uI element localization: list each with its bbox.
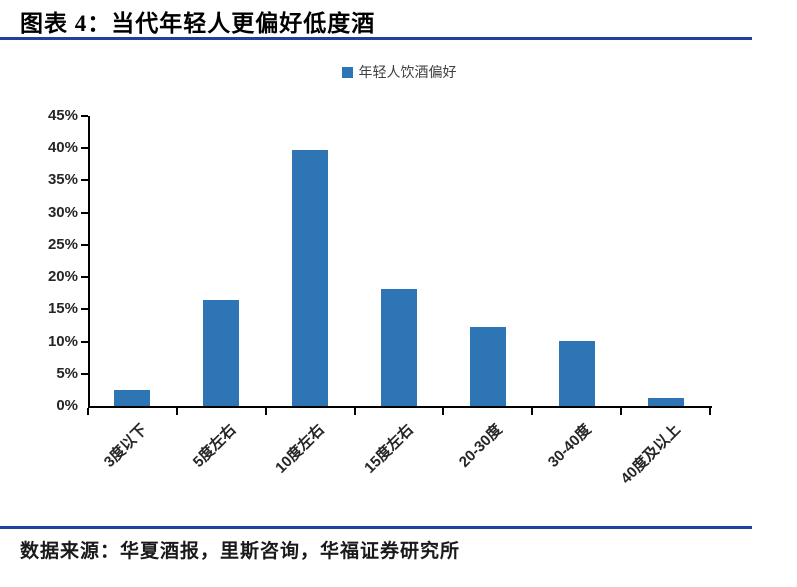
y-axis-label: 25% xyxy=(47,235,78,253)
y-axis-tick xyxy=(81,147,88,150)
y-axis-label: 35% xyxy=(47,171,78,189)
bar xyxy=(114,389,151,406)
bar xyxy=(203,300,240,406)
legend-label: 年轻人饮酒偏好 xyxy=(358,64,457,80)
x-axis-label: 40度及以上 xyxy=(617,421,684,488)
bar xyxy=(381,289,417,406)
x-axis-tick xyxy=(442,408,445,415)
x-axis-tick xyxy=(87,408,89,415)
x-axis-label: 5度左右 xyxy=(189,421,240,471)
x-axis-tick xyxy=(531,408,534,415)
chart-legend: 年轻人饮酒偏好 xyxy=(88,62,710,82)
x-axis-tick xyxy=(264,408,267,415)
y-axis-label: 40% xyxy=(47,139,78,157)
bar xyxy=(647,398,684,406)
bar xyxy=(558,340,595,406)
y-axis-label: 20% xyxy=(47,268,78,286)
x-axis-label: 30-40度 xyxy=(545,421,595,471)
x-axis-label: 3度以下 xyxy=(100,421,151,471)
bar xyxy=(292,150,329,406)
y-axis-label: 15% xyxy=(47,300,78,318)
y-axis-tick xyxy=(81,372,88,375)
y-axis-label: 5% xyxy=(56,364,78,382)
y-axis-label: 45% xyxy=(47,107,78,124)
bar xyxy=(469,326,506,406)
x-axis-label: 10度左右 xyxy=(272,421,329,477)
figure-title: 图表 4：当代年轻人更偏好低度酒 xyxy=(20,11,376,36)
x-axis-tick xyxy=(620,408,623,415)
x-axis-tick xyxy=(175,408,178,415)
y-axis-label: 30% xyxy=(47,203,78,221)
y-axis-tick xyxy=(81,276,88,279)
legend-swatch-icon xyxy=(341,66,353,78)
y-axis-tick xyxy=(81,340,88,343)
source-text: 数据来源：华夏酒报，里斯咨询，华福证券研究所 xyxy=(20,541,461,562)
x-axis-label: 15度左右 xyxy=(361,421,418,477)
y-axis-tick xyxy=(81,211,88,214)
title-underline xyxy=(0,37,752,40)
plot-area xyxy=(88,116,712,408)
y-axis-tick xyxy=(81,308,88,311)
y-axis-tick xyxy=(81,243,88,246)
source-divider xyxy=(0,526,752,529)
y-axis-tick xyxy=(81,179,88,182)
x-axis-tick xyxy=(709,408,711,415)
x-axis-label: 20-30度 xyxy=(456,421,507,471)
y-axis-tick xyxy=(81,115,88,117)
y-axis-label: 10% xyxy=(47,332,78,350)
x-axis-tick xyxy=(353,408,356,415)
y-axis-label: 0% xyxy=(56,397,78,414)
